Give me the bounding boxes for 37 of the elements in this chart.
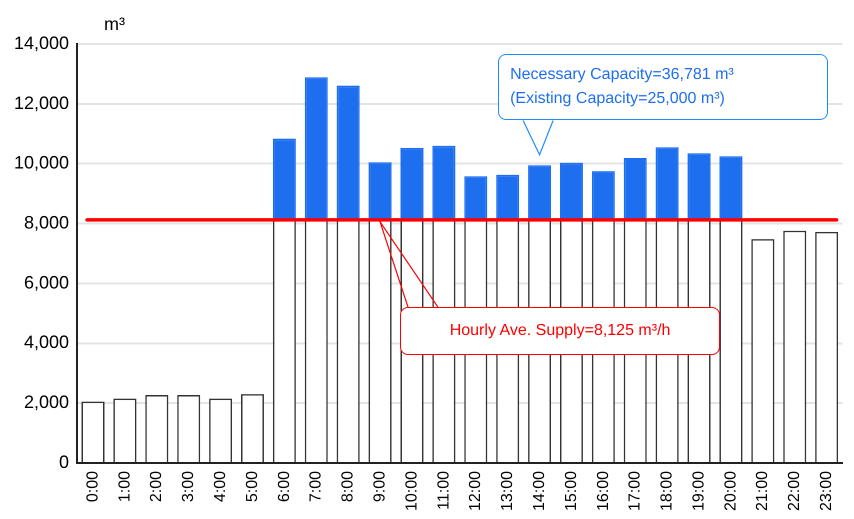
y-tick-label: 4,000 — [24, 332, 70, 352]
x-tick-label: 20:00 — [722, 470, 740, 512]
x-tick-label: 10:00 — [403, 470, 420, 512]
annotation: Necessary Capacity=36,781 m³ (Existing Capacity=25,000 m³) — [510, 65, 735, 110]
y-tick-label: 14,000 — [14, 32, 70, 53]
ref-line-label: Hourly Ave. Supply=8,125 m³/h — [448, 321, 672, 342]
x-tick-label: 22:00 — [786, 470, 804, 512]
x-tick-label: 9:00 — [371, 470, 388, 502]
y-tick-label: 10,000 — [14, 152, 70, 173]
x-tick-label: 7:00 — [308, 470, 325, 502]
x-tick-label: 15:00 — [562, 470, 580, 512]
x-tick-label: 19:00 — [690, 470, 708, 512]
callout-box: Necessary Capacity=36,781 m³ (Existing Capacity=25,000 m³) — [498, 54, 828, 120]
y-tick-label: 6,000 — [24, 272, 70, 292]
x-tick-label: 18:00 — [658, 470, 676, 512]
x-tick-label: 5:00 — [244, 470, 261, 502]
callout-box: Hourly Ave. Supply=8,125 m³/h — [400, 307, 720, 356]
y-tick-label: 8,000 — [24, 212, 70, 233]
x-tick-label: 23:00 — [818, 470, 836, 512]
y-axis-title: m³ — [104, 14, 125, 35]
x-tick-label: 2:00 — [148, 470, 166, 502]
x-tick-label: 17:00 — [626, 470, 644, 512]
x-tick-label: 21:00 — [754, 470, 772, 512]
x-tick-label: 4:00 — [212, 470, 229, 502]
y-tick-label: 12,000 — [14, 92, 70, 113]
x-tick-label: 0:00 — [84, 470, 102, 502]
x-tick-label: 14:00 — [530, 470, 548, 512]
y-tick-label: 0 — [59, 452, 70, 472]
y-tick-label: 2,000 — [24, 392, 70, 412]
x-tick-label: 8:00 — [340, 470, 357, 502]
x-tick-label: 1:00 — [116, 470, 134, 502]
x-tick-label: 16:00 — [594, 470, 612, 512]
x-tick-label: 12:00 — [467, 470, 484, 512]
x-tick-label: 11:00 — [435, 470, 452, 510]
x-tick-label: 6:00 — [276, 470, 293, 502]
x-tick-label: 13:00 — [499, 470, 516, 512]
x-tick-label: 3:00 — [180, 470, 198, 502]
